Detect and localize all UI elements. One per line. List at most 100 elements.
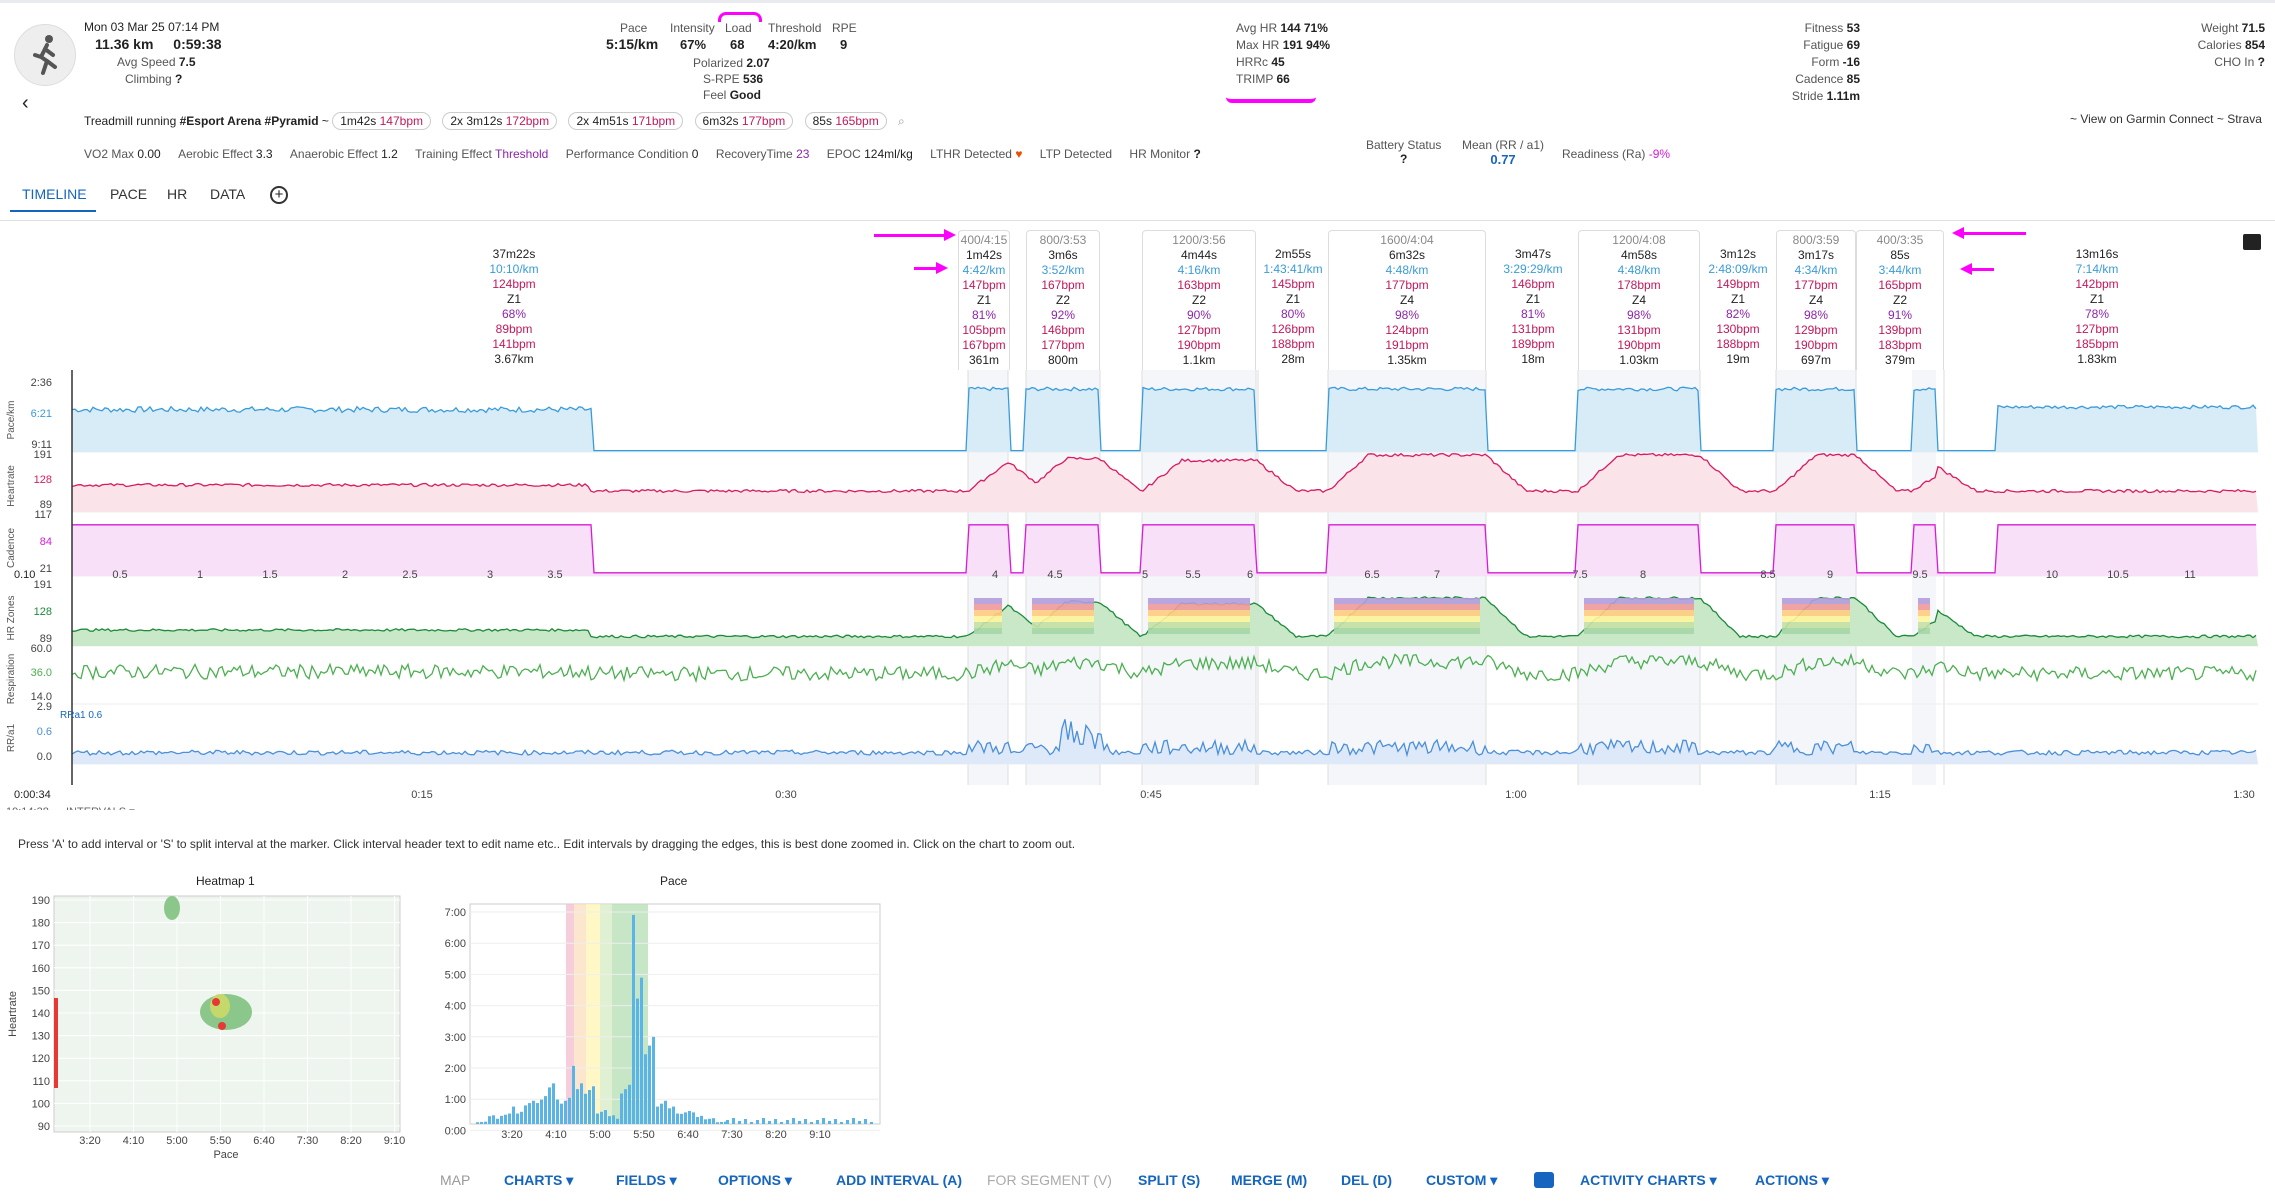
interval-header[interactable]: 1200/3:56 4m44s 4:16/km 163bpm Z2 90% 127bpm 19…: [1142, 230, 1256, 370]
interval-pill[interactable]: 2x 3m12s 172bpm: [442, 112, 558, 130]
hist-bar: [680, 1113, 683, 1124]
activity-tags[interactable]: #Esport Arena #Pyramid: [179, 114, 319, 128]
avg-speed-value[interactable]: 7.5: [178, 55, 196, 69]
comment-icon[interactable]: [2243, 234, 2261, 250]
hist-bar: [846, 1120, 849, 1124]
interval-header[interactable]: 400/4:15 1m42s 4:42/km 147bpm Z1 81% 105bpm 167…: [958, 230, 1010, 370]
hr-tick: 89: [40, 499, 52, 511]
interval-pct: 98%: [1626, 308, 1652, 322]
battery-value[interactable]: ?: [1400, 152, 1408, 166]
hist-bar: [762, 1118, 765, 1124]
tab-data[interactable]: DATA: [210, 186, 246, 202]
hist-bar: [644, 1054, 647, 1124]
threshold-value[interactable]: 4:20/km: [768, 37, 817, 52]
anaerobic-value[interactable]: 1.2: [381, 147, 398, 161]
calories-value[interactable]: 854: [2244, 38, 2265, 52]
for-segment-button[interactable]: FOR SEGMENT (V): [987, 1172, 1112, 1188]
cho-value[interactable]: ?: [2257, 55, 2265, 69]
interval-header[interactable]: 800/3:53 3m6s 3:52/km 167bpm Z2 92% 146bpm 177b…: [1026, 230, 1100, 370]
pace-tick: 9:11: [31, 439, 52, 451]
perf-value[interactable]: 0: [691, 147, 699, 161]
hr-zone-fill: [1334, 598, 1480, 604]
activity-type[interactable]: Treadmill running: [84, 114, 177, 128]
hist-bar: [528, 1103, 531, 1124]
hrmon-value[interactable]: ?: [1193, 147, 1201, 161]
fatigue-value: 69: [1846, 38, 1860, 52]
interval-pill[interactable]: 85s 165bpm: [804, 112, 887, 130]
tab-timeline[interactable]: TIMELINE: [22, 186, 87, 202]
tab-pace[interactable]: PACE: [110, 186, 148, 202]
hr-area: [72, 453, 2258, 512]
hist-bar: [532, 1100, 535, 1124]
interval-header[interactable]: 1200/4:08 4m58s 4:48/km 178bpm Z4 98% 131bpm 19…: [1578, 230, 1700, 370]
hist-bar: [592, 1086, 595, 1124]
map-button[interactable]: MAP: [440, 1172, 471, 1188]
hist-bar: [596, 1113, 599, 1124]
timeline-chart[interactable]: Pace/km2:366:219:11Heartrate19112889Cade…: [0, 370, 2275, 810]
distance-tick: 7.5: [1572, 569, 1587, 581]
weight-value[interactable]: 71.5: [2241, 21, 2265, 35]
intensity-value: 67%: [680, 37, 707, 52]
pace-histogram[interactable]: 7:00 6:00 5:00 4:00 3:00 2:00 1:00 0:00 3:20 4:10…: [420, 888, 900, 1148]
charts-button[interactable]: CHARTS ▾: [504, 1172, 574, 1188]
add-tab-icon[interactable]: +: [270, 186, 288, 204]
options-button[interactable]: OPTIONS ▾: [718, 1172, 792, 1188]
interval-title: 800/3:53: [1039, 233, 1087, 247]
hr-axis-label: Heartrate: [6, 465, 17, 507]
camera-icon[interactable]: [1534, 1172, 1554, 1188]
readiness-label: Readiness (Ra): [1562, 147, 1646, 161]
interval-header[interactable]: 1600/4:04 6m32s 4:48/km 177bpm Z4 98% 124bpm 19…: [1328, 230, 1486, 370]
interval-header[interactable]: 800/3:59 3m17s 4:34/km 177bpm Z4 98% 129bpm 190…: [1776, 230, 1856, 370]
interval-zone: Z1: [1525, 292, 1540, 306]
rpe-value[interactable]: 9: [840, 37, 848, 52]
climbing-value[interactable]: ?: [175, 72, 183, 86]
epoc-value[interactable]: 124ml/kg: [864, 147, 913, 161]
activity-charts-button[interactable]: ACTIVITY CHARTS ▾: [1580, 1172, 1717, 1188]
interval-pace: 1:43:41/km: [1263, 262, 1323, 276]
interval-min: 131bpm: [1511, 322, 1555, 336]
heatmap-x-tick: 3:20: [79, 1135, 100, 1147]
feel-value[interactable]: Good: [729, 88, 762, 102]
load-value[interactable]: 68: [730, 37, 745, 52]
interval-header[interactable]: 3m47s 3:29:29/km 146bpm Z1 81% 131bpm 189bpm 18…: [1486, 230, 1580, 370]
readiness-value[interactable]: -9%: [1648, 147, 1671, 161]
fields-button[interactable]: FIELDS ▾: [616, 1172, 677, 1188]
interval-header[interactable]: 400/3:35 85s 3:44/km 165bpm Z2 91% 139bpm 183bp…: [1856, 230, 1944, 370]
recovery-value[interactable]: 23: [796, 147, 810, 161]
interval-pill[interactable]: 2x 4m51s 171bpm: [568, 112, 684, 130]
delete-button[interactable]: DEL (D): [1341, 1172, 1393, 1188]
hr-zone-fill: [1334, 604, 1480, 610]
hist-bar: [716, 1122, 719, 1124]
interval-max: 189bpm: [1511, 337, 1555, 351]
interval-pill[interactable]: 6m32s 177bpm: [694, 112, 794, 130]
feel-label: Feel: [703, 88, 727, 102]
interval-pill[interactable]: 1m42s 147bpm: [332, 112, 431, 130]
merge-button[interactable]: MERGE (M): [1231, 1172, 1308, 1188]
interval-header[interactable]: 3m12s 2:48:09/km 149bpm Z1 82% 130bpm 188bpm 19…: [1700, 230, 1776, 370]
split-button[interactable]: SPLIT (S): [1138, 1172, 1201, 1188]
interval-header[interactable]: 13m16s 7:14/km 142bpm Z1 78% 127bpm 185bpm 1.83…: [1944, 230, 2250, 370]
heatmap-chart[interactable]: 190 180 170 160 150 140 130 120 110 100 90 3:20 4:10…: [0, 888, 410, 1168]
external-links[interactable]: ~ View on Garmin Connect ~ Strava: [2070, 112, 2262, 126]
activity-date: Mon 03 Mar 25: [84, 20, 165, 34]
hist-bar: [664, 1100, 667, 1124]
hist-bar: [512, 1106, 515, 1124]
search-icon[interactable]: ⌕: [898, 114, 905, 128]
hr-tick: 191: [34, 449, 52, 461]
te-value[interactable]: Threshold: [494, 147, 549, 161]
back-icon[interactable]: ‹: [22, 92, 29, 114]
polarized-label: Polarized: [693, 56, 744, 70]
interval-header[interactable]: 2m55s 1:43:41/km 145bpm Z1 80% 126bpm 188bpm 28…: [1258, 230, 1328, 370]
aerobic-value[interactable]: 3.3: [255, 147, 273, 161]
custom-button[interactable]: CUSTOM ▾: [1426, 1172, 1498, 1188]
tab-hr[interactable]: HR: [167, 186, 188, 202]
interval-pct: 98%: [1394, 308, 1420, 322]
annotation-trimp-underline: [1226, 97, 1316, 103]
interval-max: 190bpm: [1794, 338, 1838, 352]
mean-rr-value[interactable]: 0.77: [1490, 152, 1516, 167]
actions-button[interactable]: ACTIONS ▾: [1755, 1172, 1829, 1188]
cad-band: Cadence 117 84 21: [6, 509, 2258, 577]
interval-header[interactable]: 37m22s 10:10/km 124bpm Z1 68% 89bpm 141bpm 3.67…: [60, 230, 968, 370]
vo2-value[interactable]: 0.00: [137, 147, 161, 161]
add-interval-button[interactable]: ADD INTERVAL (A): [836, 1172, 962, 1188]
